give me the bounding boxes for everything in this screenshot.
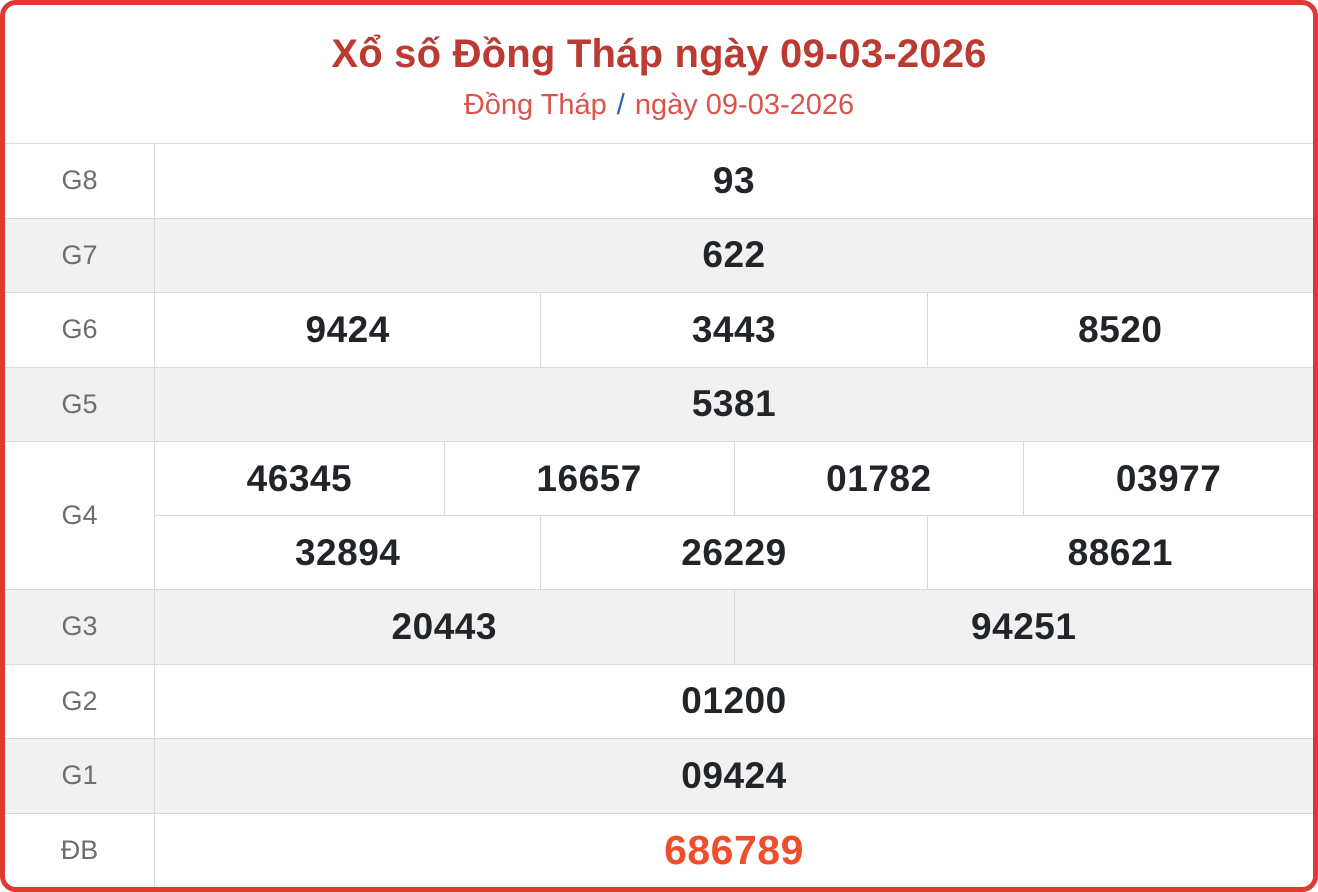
prize-cell: 32894 [294,531,401,573]
row-values: 93 [155,144,1313,218]
prize-cell: 01200 [681,680,787,722]
row-label: G7 [5,218,155,292]
prize-cell: 622 [702,234,766,276]
prize-subrow: 01200 [155,665,1313,739]
prize-subrow: 09424 [155,739,1313,813]
prize-subrow: 686789 [155,814,1313,888]
prize-subrow: 32894 26229 88621 [155,515,1313,589]
row-label: G3 [5,590,155,664]
prize-cell: 94251 [733,590,1314,664]
row-label: G6 [5,293,155,367]
prize-cell: 5381 [691,383,777,425]
prize-cell: 26229 [540,516,926,589]
breadcrumb-separator: / [616,89,625,121]
prize-cell: 03977 [1023,442,1313,515]
page-title: Xổ số Đồng Tháp ngày 09-03-2026 [331,32,987,76]
breadcrumb: Đồng Tháp / ngày 09-03-2026 [464,89,854,122]
prize-subrow: 20443 94251 [155,590,1313,664]
table-row: G5 5381 [5,366,1313,442]
prize-cell: 20443 [391,605,497,647]
prize-subrow: 46345 16657 01782 03977 [155,442,1313,515]
prize-subrow: 5381 [155,368,1313,442]
prize-cell: 46345 [246,457,353,499]
prize-cell: 09424 [681,754,787,796]
prize-cell: 93 [712,159,756,201]
row-values: 686789 [155,814,1313,888]
row-label: ĐB [5,813,155,887]
row-label: G8 [5,144,155,218]
prize-cell: 88621 [926,516,1313,589]
table-row: G3 20443 94251 [5,589,1313,664]
breadcrumb-date-link[interactable]: ngày 09-03-2026 [634,89,855,121]
table-row: G7 622 [5,217,1313,293]
row-values: 5381 [155,368,1313,442]
row-values: 46345 16657 01782 03977 32894 26229 88621 [155,442,1313,589]
prize-subrow: 93 [155,144,1313,218]
results-table: G8 93 G7 622 G6 9424 3443 8520 G5 5381 G4 46345 1665… [5,143,1313,887]
results-header: Xổ số Đồng Tháp ngày 09-03-2026 Đồng Thá… [5,5,1313,143]
prize-subrow: 9424 3443 8520 [155,293,1313,367]
table-row: G1 09424 [5,738,1313,813]
table-row: G2 01200 [5,663,1313,739]
special-prize-value: 686789 [664,826,804,873]
prize-cell: 01782 [733,442,1024,515]
table-row: G8 93 [5,143,1313,218]
row-values: 9424 3443 8520 [155,293,1313,367]
row-label: G4 [5,442,155,589]
breadcrumb-region-link[interactable]: Đồng Tháp [463,89,607,121]
row-values: 20443 94251 [155,590,1313,664]
row-values: 622 [155,219,1313,293]
row-values: 09424 [155,739,1313,813]
prize-cell: 9424 [305,308,390,350]
table-row: G6 9424 3443 8520 [5,292,1313,367]
row-label: G1 [5,739,155,813]
table-row: G4 46345 16657 01782 03977 32894 26229 88621 [5,441,1313,589]
row-values: 01200 [155,665,1313,739]
prize-cell: 8520 [926,293,1313,367]
table-row: ĐB 686789 [5,812,1313,888]
prize-cell: 16657 [443,442,734,515]
prize-cell: 3443 [540,293,926,367]
row-label: G2 [5,664,155,738]
row-label: G5 [5,367,155,441]
prize-subrow: 622 [155,219,1313,293]
